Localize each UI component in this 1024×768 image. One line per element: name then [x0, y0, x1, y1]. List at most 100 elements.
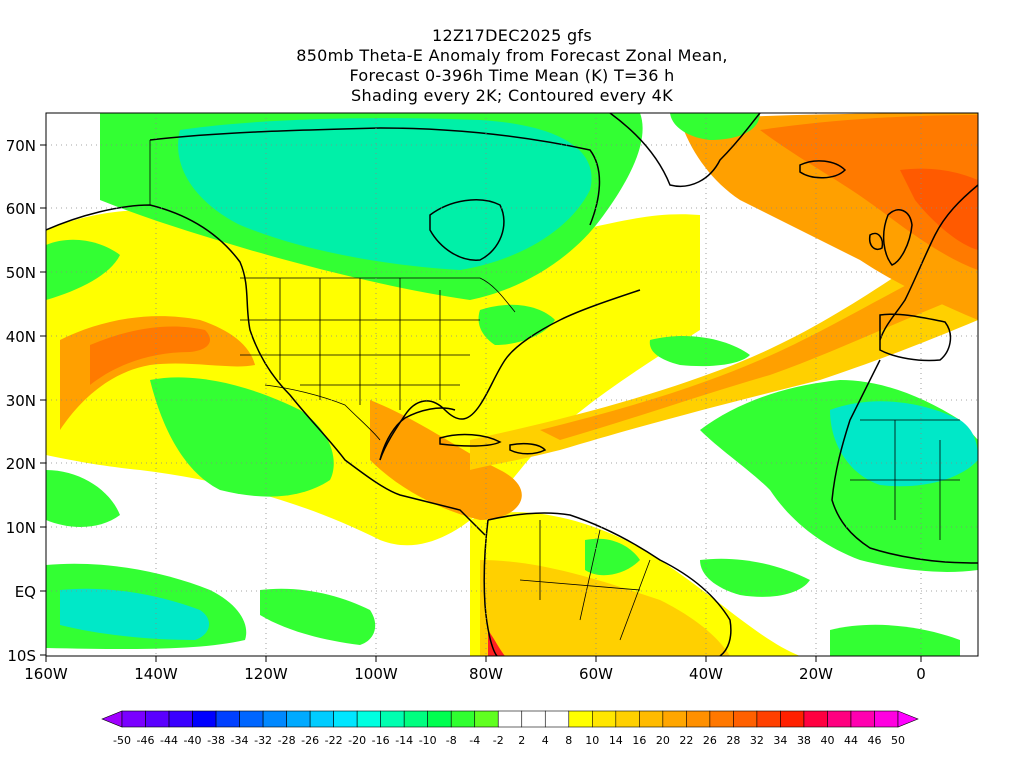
colorbar-box: [450, 710, 476, 728]
colorbar-box: [239, 710, 264, 728]
colorbar-tick-label: -26: [301, 734, 319, 747]
coast-europe: [879, 184, 978, 341]
field-canada-cyan: [178, 118, 592, 270]
colorbar-box: [356, 710, 381, 728]
field-greenland-green: [670, 113, 760, 140]
lon-label: 160W: [24, 665, 68, 683]
colorbar-tick-label: -16: [372, 734, 390, 747]
colorbar-arrow-right: [897, 710, 919, 728]
field-yellow-orange-caribbean: [370, 400, 522, 520]
border-south-america-countries: [519, 520, 651, 641]
colorbar-tick-label: 32: [750, 734, 764, 747]
field-pacific-green-east: [260, 588, 376, 645]
title-line-3: Forecast 0-396h Time Mean (K) T=36 h: [349, 66, 675, 85]
colorbar-tick-label: 22: [679, 734, 693, 747]
colorbar-tick-label: -8: [446, 734, 457, 747]
colorbar-tick-label: -40: [184, 734, 202, 747]
colorbar-box: [803, 710, 828, 728]
colorbar-tick-label: -22: [325, 734, 343, 747]
colorbar-box: [427, 710, 452, 728]
title-line-4: Shading every 2K; Contoured every 4K: [351, 86, 673, 105]
coast-south-america: [487, 512, 732, 656]
field-pacific-dark-orange: [90, 326, 210, 385]
field-pacific-green-ne: [46, 239, 120, 300]
lon-label: 100W: [354, 665, 398, 683]
colorbar-tick-label: 14: [609, 734, 623, 747]
colorbar-box: [615, 710, 640, 728]
colorbar-box: [521, 710, 546, 728]
lon-label: 40W: [689, 665, 723, 683]
colorbar-box: [850, 710, 875, 728]
coast-hudson-bay: [429, 199, 505, 261]
colorbar-box: [145, 710, 170, 728]
colorbar-box: [874, 710, 899, 728]
lat-label: 20N: [6, 455, 36, 473]
coast-gulf: [379, 407, 456, 461]
field-orange-s-america: [480, 560, 730, 656]
lat-label: 70N: [6, 137, 36, 155]
colorbar-tick-label: 46: [867, 734, 881, 747]
colorbar-box: [286, 710, 311, 728]
lat-label: EQ: [15, 583, 36, 601]
field-europe-red: [760, 115, 978, 270]
colorbar-box: [592, 710, 617, 728]
lon-label: 20W: [799, 665, 833, 683]
coast-iceland: [799, 160, 847, 179]
field-amazon-green: [585, 538, 640, 576]
lon-label: 120W: [244, 665, 288, 683]
coast-africa: [831, 359, 978, 564]
colorbar-tick-label: 16: [632, 734, 646, 747]
lat-label: 40N: [6, 328, 36, 346]
colorbar: [101, 710, 919, 728]
colorbar-box: [733, 710, 758, 728]
colorbar-tick-label: 26: [703, 734, 717, 747]
longitude-labels: 160W 140W 120W 100W 80W 60W 40W 20W 0: [24, 665, 926, 683]
political-borders: [149, 140, 960, 641]
colorbar-tick-label: -20: [348, 734, 366, 747]
latitude-labels: 70N 60N 50N 40N 30N 20N 10N EQ 10S: [6, 137, 36, 665]
lon-label: 80W: [469, 665, 503, 683]
axis-ticks: [40, 144, 922, 662]
colorbar-tick-label: 2: [518, 734, 525, 747]
colorbar-box: [215, 710, 240, 728]
colorbar-box: [474, 710, 499, 728]
colorbar-tick-label: -28: [278, 734, 296, 747]
field-africa-cyan: [830, 401, 978, 487]
colorbar-box: [709, 710, 734, 728]
colorbar-box: [756, 710, 781, 728]
colorbar-box: [333, 710, 358, 728]
field-ne-green: [478, 304, 555, 345]
field-pacific-cyan-tropic: [60, 588, 210, 640]
colorbar-box: [568, 710, 593, 728]
colorbar-box: [380, 710, 405, 728]
colorbar-box: [168, 710, 193, 728]
colorbar-box: [497, 710, 523, 728]
coast-cuba: [439, 433, 502, 447]
colorbar-tick-label: -50: [113, 734, 131, 747]
colorbar-tick-label: 44: [844, 734, 858, 747]
field-atlantic-stream: [470, 225, 978, 470]
colorbar-tick-label: 40: [820, 734, 834, 747]
colorbar-tick-label: 28: [726, 734, 740, 747]
colorbar-tick-label: 20: [656, 734, 670, 747]
colorbar-box: [262, 710, 287, 728]
colorbar-tick-label: -10: [419, 734, 437, 747]
coast-north-america-west: [46, 204, 486, 536]
lat-label: 60N: [6, 200, 36, 218]
title-line-2: 850mb Theta-E Anomaly from Forecast Zona…: [296, 46, 728, 65]
title-line-1: 12Z17DEC2025 gfs: [431, 26, 592, 45]
field-pacific-green-south: [46, 470, 120, 527]
lat-label: 50N: [6, 264, 36, 282]
colorbar-box: [639, 710, 664, 728]
colorbar-tick-label: -38: [207, 734, 225, 747]
colorbar-tick-label: -44: [160, 734, 178, 747]
field-south-atlantic-green: [830, 624, 960, 656]
coast-hispaniola: [509, 442, 547, 455]
lon-label: 0: [916, 665, 926, 683]
lon-label: 60W: [579, 665, 613, 683]
field-mid-atlantic-green: [700, 558, 810, 597]
colorbar-tick-label: 34: [773, 734, 787, 747]
theta-e-anomaly-field: [46, 113, 978, 656]
field-atlantic-stream-core: [540, 250, 978, 440]
colorbar-tick-label: 10: [585, 734, 599, 747]
